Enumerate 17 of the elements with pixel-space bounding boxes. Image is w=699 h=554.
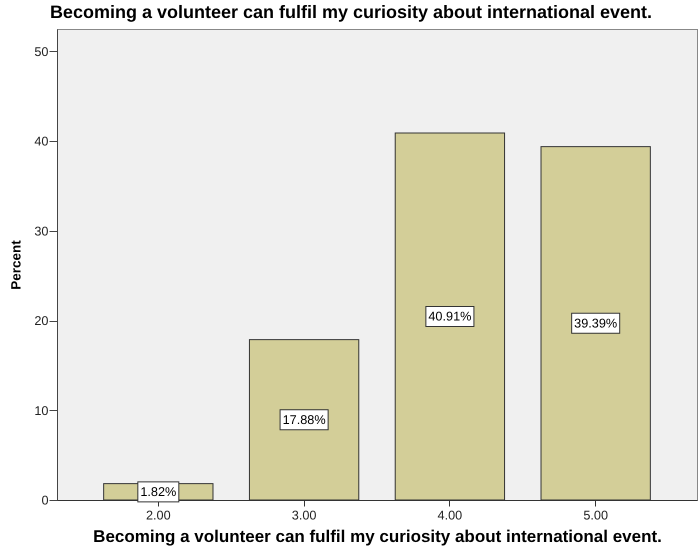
y-tick-label: 40 — [34, 134, 48, 149]
x-tick-label: 4.00 — [438, 508, 462, 522]
x-axis-title: Becoming a volunteer can fulfil my curiosity about international event. — [93, 527, 662, 546]
data-label: 39.39% — [574, 316, 618, 330]
x-tick-label: 2.00 — [146, 508, 171, 522]
y-tick-label: 0 — [41, 494, 48, 508]
chart-title: Becoming a volunteer can fulfil my curiosity about international event. — [50, 2, 652, 22]
x-tick-label: 5.00 — [583, 508, 608, 522]
data-label: 17.88% — [282, 412, 326, 427]
data-label: 40.91% — [428, 309, 472, 324]
y-tick-label: 30 — [34, 224, 48, 238]
y-tick-label: 20 — [34, 314, 48, 328]
y-tick-label: 50 — [34, 44, 48, 59]
y-tick-label: 10 — [34, 404, 48, 418]
data-label: 1.82% — [140, 484, 176, 499]
y-axis-title: Percent — [8, 240, 24, 290]
x-tick-label: 3.00 — [292, 508, 316, 522]
